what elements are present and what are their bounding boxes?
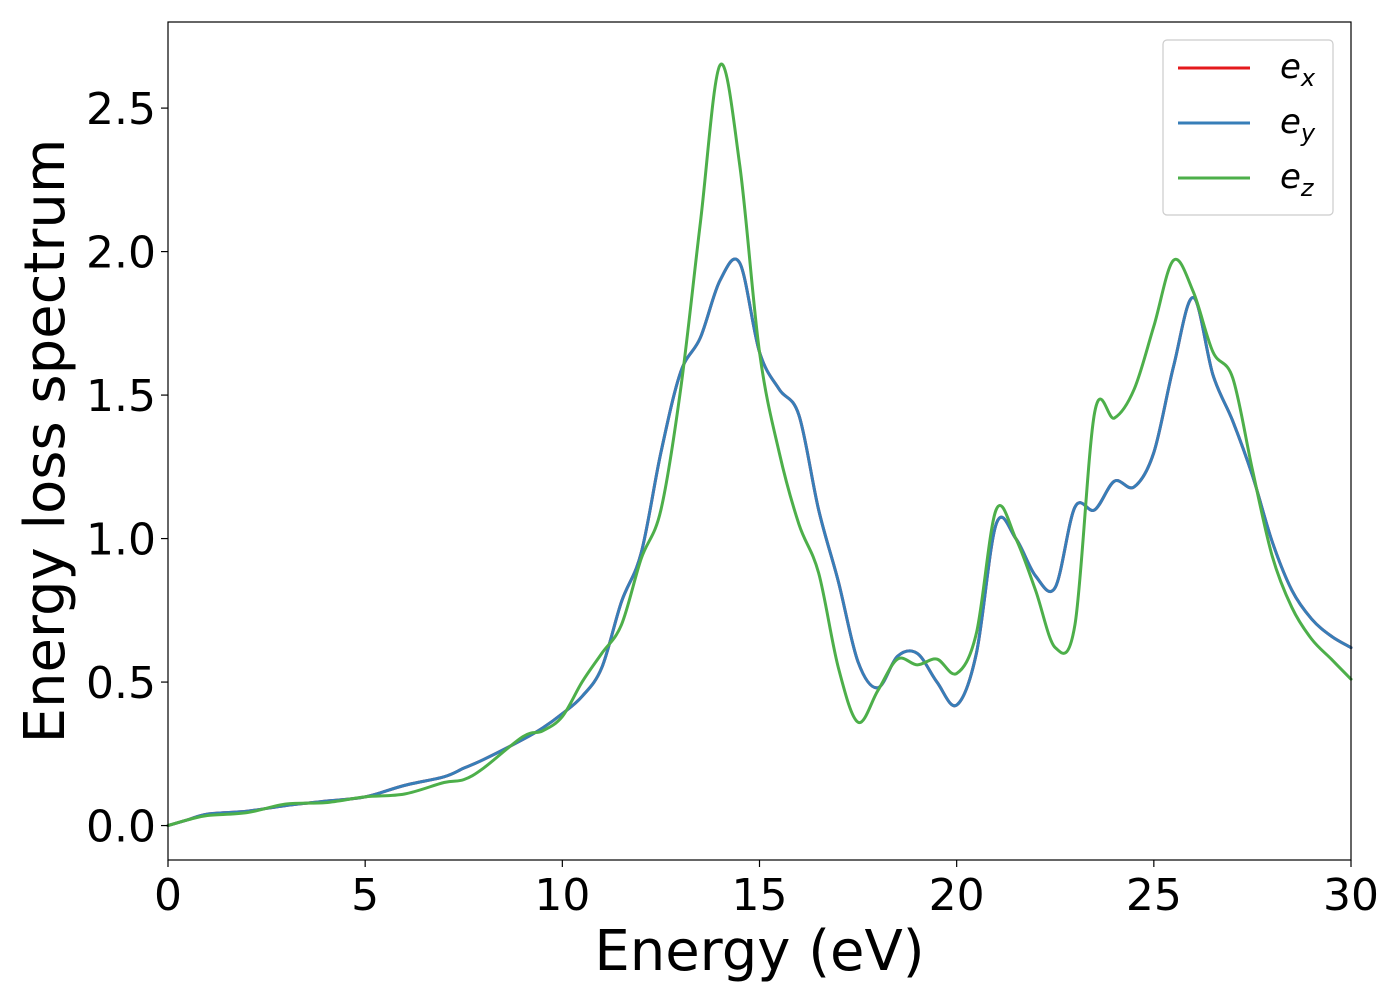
y-tick-label: 0.0 [86,802,156,853]
x-tick-label: 10 [534,870,590,921]
y-axis-ticks: 0.0 0.5 1.0 1.5 2.0 2.5 [86,84,168,853]
legend-frame [1162,39,1334,216]
series-line-y [166,257,1353,828]
y-tick-label: 0.5 [86,658,156,709]
y-tick-label: 2.5 [86,84,156,135]
series-line-z [166,62,1353,828]
x-axis-label: Energy (eV) [594,919,924,984]
x-axis-ticks: 0 5 10 15 20 25 30 [154,860,1379,921]
y-tick-label: 2.0 [86,228,156,279]
plot-lines [166,62,1353,828]
y-tick-label: 1.0 [86,515,156,566]
x-tick-label: 25 [1126,870,1182,921]
y-tick-label: 1.5 [86,371,156,422]
y-axis-label: Energy loss spectrum [13,139,78,744]
x-tick-label: 30 [1323,870,1379,921]
x-tick-label: 20 [929,870,985,921]
x-tick-label: 15 [732,870,788,921]
x-tick-label: 5 [351,870,379,921]
x-tick-label: 0 [154,870,182,921]
